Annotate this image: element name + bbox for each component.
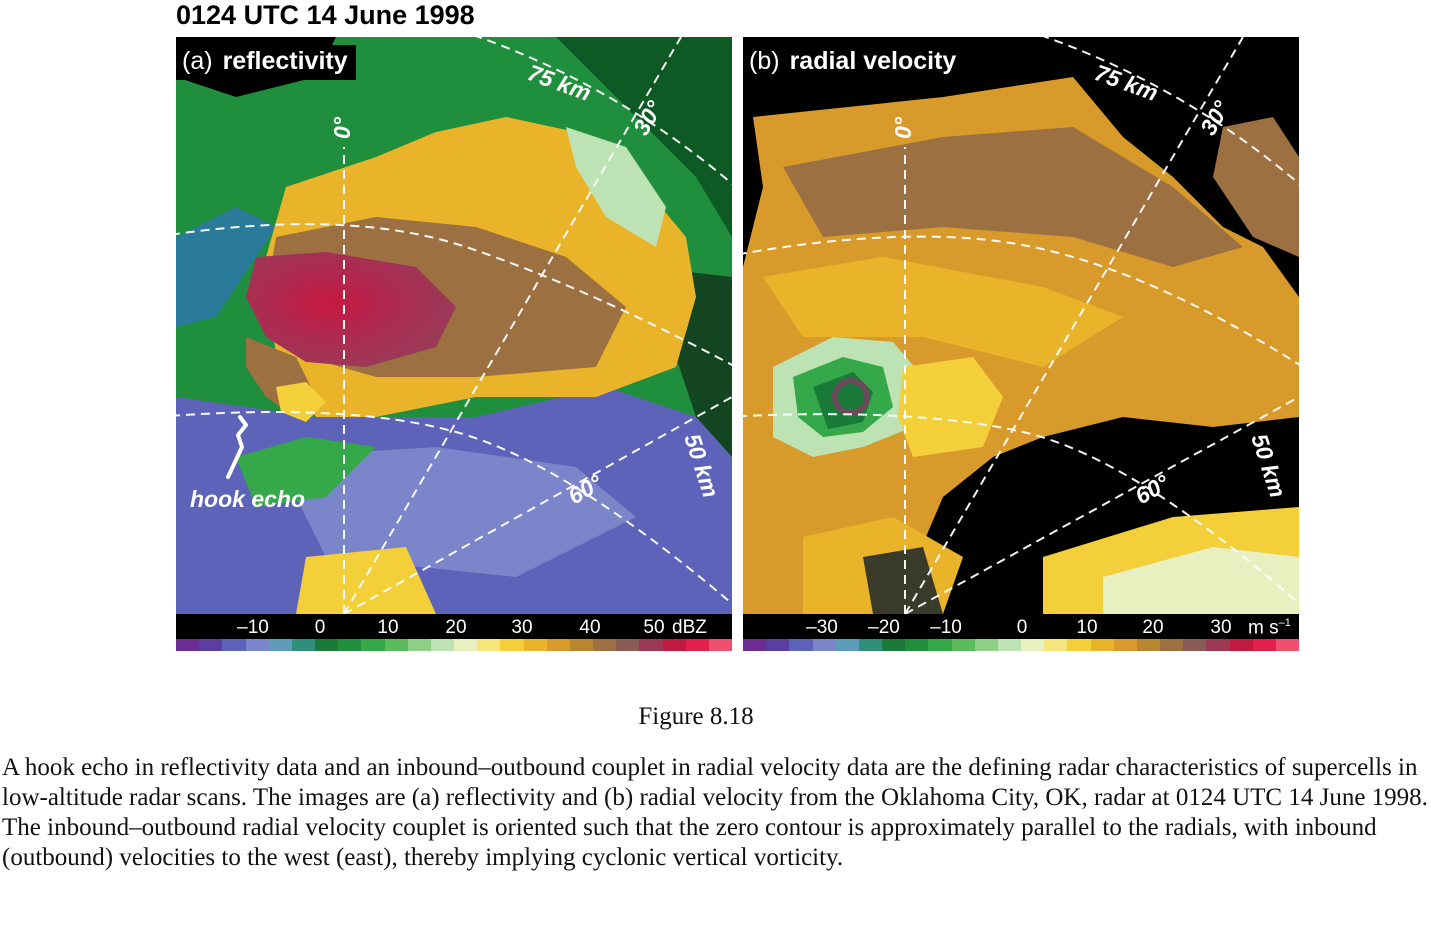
colorbar-tick: 40 (579, 617, 601, 638)
color-swatch (766, 639, 790, 651)
color-swatch (199, 639, 223, 651)
color-swatch (685, 639, 709, 651)
colorbar-tick: 30 (511, 617, 533, 638)
color-swatch (477, 639, 501, 651)
color-swatch (523, 639, 547, 651)
panel-a-letter: (a) (182, 47, 213, 75)
colorbar-unit-base: m s (1248, 617, 1279, 639)
colorbar-tick: 10 (377, 617, 399, 638)
color-swatch (222, 639, 246, 651)
figure-caption: A hook echo in reflectivity data and an … (2, 754, 1428, 871)
color-swatch (1090, 639, 1114, 651)
color-swatch (1160, 639, 1184, 651)
color-swatch (593, 639, 617, 651)
colorbar-tick: 20 (445, 617, 467, 638)
color-swatch (176, 639, 200, 651)
color-swatch (1252, 639, 1276, 651)
radial-velocity-color-strip (743, 639, 1300, 651)
colorbar-tick: –20 (868, 617, 900, 638)
color-swatch (407, 639, 431, 651)
color-swatch (1275, 639, 1300, 651)
color-swatch (569, 639, 594, 651)
color-swatch (708, 639, 733, 651)
color-swatch (1067, 639, 1091, 651)
hook-echo-arrow-icon (226, 415, 248, 479)
color-swatch (1229, 639, 1253, 651)
panel-a-name: reflectivity (222, 47, 348, 75)
color-swatch (997, 639, 1022, 651)
radial-velocity-colorbar: –30 –20 –10 0 10 20 30 m s–1 (743, 614, 1300, 651)
panel-a-label: (a) reflectivity (176, 45, 356, 80)
figure-number: Figure 8.18 (638, 703, 754, 730)
color-swatch (1021, 639, 1045, 651)
azimuth-label-0: 0° (329, 116, 355, 139)
reflectivity-colorbar-ticks: –10 0 10 20 30 40 50 dBZ (176, 617, 732, 639)
color-swatch (974, 639, 998, 651)
color-swatch (315, 639, 339, 651)
color-swatch (882, 639, 906, 651)
color-swatch (835, 639, 859, 651)
color-swatch (1136, 639, 1161, 651)
color-swatch (430, 639, 455, 651)
panel-b-label: (b) radial velocity (743, 45, 965, 80)
color-swatch (1044, 639, 1068, 651)
colorbar-tick: –10 (930, 617, 962, 638)
color-swatch (743, 639, 767, 651)
color-swatch (245, 639, 269, 651)
color-swatch (361, 639, 385, 651)
panel-b-letter: (b) (749, 47, 780, 75)
color-swatch (639, 639, 663, 651)
azimuth-label-0: 0° (890, 116, 916, 139)
color-swatch (858, 639, 883, 651)
reflectivity-colorbar: –10 0 10 20 30 40 50 dBZ (176, 614, 733, 651)
colorbar-tick: –10 (237, 617, 269, 638)
colorbar-tick: –30 (806, 617, 838, 638)
reflectivity-color-strip (176, 639, 733, 651)
color-swatch (338, 639, 362, 651)
color-swatch (812, 639, 836, 651)
panel-b-name: radial velocity (789, 47, 957, 75)
color-swatch (789, 639, 813, 651)
radial-velocity-image: 75 km 50 km 0° 30° 60° (743, 37, 1299, 614)
colorbar-tick: 10 (1076, 617, 1098, 638)
color-swatch (1206, 639, 1230, 651)
color-swatch (951, 639, 975, 651)
color-swatch (905, 639, 929, 651)
color-swatch (546, 639, 570, 651)
reflectivity-panel: 75 km 50 km 0° 30° 60° hook echo (a) refl… (176, 37, 732, 614)
color-swatch (500, 639, 524, 651)
color-swatch (1113, 639, 1137, 651)
color-swatch (1183, 639, 1207, 651)
color-swatch (616, 639, 640, 651)
colorbar-tick: 30 (1210, 617, 1232, 638)
radial-velocity-colorbar-ticks: –30 –20 –10 0 10 20 30 m s–1 (743, 617, 1299, 639)
colorbar-unit: dBZ (672, 617, 707, 638)
color-swatch (291, 639, 316, 651)
radial-velocity-panel: 75 km 50 km 0° 30° 60° (b) radial velocit… (743, 37, 1299, 614)
colorbar-tick: 0 (314, 617, 326, 638)
color-swatch (268, 639, 292, 651)
colorbar-tick: 20 (1142, 617, 1164, 638)
figure-title: 0124 UTC 14 June 1998 (176, 0, 475, 30)
colorbar-unit-exponent: –1 (1278, 617, 1291, 629)
color-swatch (928, 639, 952, 651)
color-swatch (662, 639, 686, 651)
colorbar-tick: 0 (1016, 617, 1028, 638)
hook-echo-label: hook echo (190, 486, 305, 512)
colorbar-tick: 50 (643, 617, 665, 638)
color-swatch (384, 639, 408, 651)
reflectivity-image: 75 km 50 km 0° 30° 60° hook echo (176, 37, 732, 614)
colorbar-unit: m s–1 (1248, 617, 1291, 639)
color-swatch (454, 639, 478, 651)
